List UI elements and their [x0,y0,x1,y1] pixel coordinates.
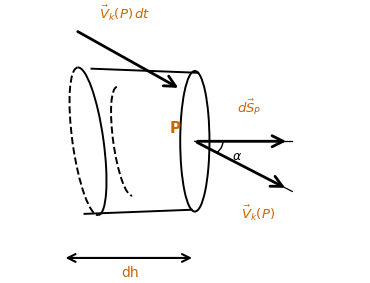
Text: P: P [169,121,181,136]
Text: $\vec{V}_k(P)$: $\vec{V}_k(P)$ [241,203,275,223]
Text: dh: dh [121,266,139,280]
Text: $\vec{V}_k(P)\,dt$: $\vec{V}_k(P)\,dt$ [99,4,150,23]
Text: $d\vec{S}_P$: $d\vec{S}_P$ [238,98,262,117]
Text: $\alpha$: $\alpha$ [232,150,242,163]
